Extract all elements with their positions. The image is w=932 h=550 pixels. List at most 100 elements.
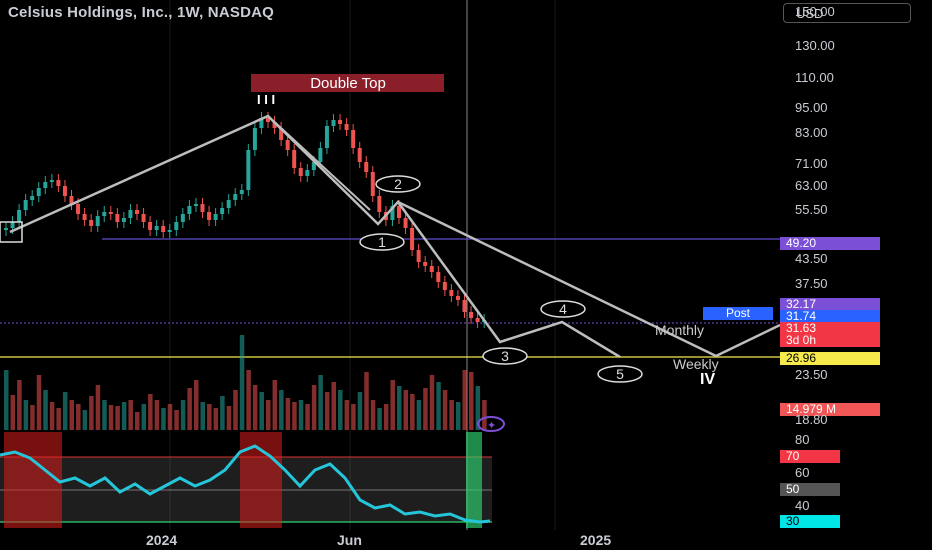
candle-body (30, 196, 35, 200)
volume-bar (462, 370, 467, 430)
wave-circle (375, 175, 421, 193)
candle-body (370, 172, 375, 196)
volume-bar (82, 410, 88, 430)
candle-body (141, 214, 146, 222)
candle-body (403, 218, 408, 228)
double-top-label-bg (251, 74, 444, 92)
volume-bar (429, 375, 435, 430)
candlesticks (4, 112, 487, 328)
oscillator-tick: 40 (795, 498, 810, 513)
candle-body (23, 200, 28, 210)
candle-body (174, 222, 179, 230)
candle-body (207, 212, 212, 220)
volume-bar (233, 390, 238, 430)
volume-bar (141, 404, 147, 430)
volume-bar (285, 398, 291, 430)
wave-circle (359, 233, 405, 251)
oscillator-tick: 70 (780, 450, 840, 463)
candle-body (43, 182, 48, 188)
candle-body (279, 128, 284, 140)
candle-body (239, 190, 244, 194)
volume-bar (56, 408, 61, 430)
price-tick: 150.00 (795, 4, 835, 19)
overbought-zone (240, 432, 282, 528)
candle-body (187, 206, 192, 214)
price-tick: 83.00 (795, 125, 828, 140)
double-top-leg (267, 115, 371, 211)
volume-bar (135, 412, 140, 430)
volume-bar (475, 386, 481, 430)
volume-bar (377, 408, 382, 430)
price-tick: 14.979 M (780, 403, 880, 416)
overbought-zone (4, 432, 62, 528)
volume-bar (351, 404, 356, 430)
volume-bar (30, 405, 35, 430)
candle-body (442, 282, 447, 290)
volume-bar (344, 400, 350, 430)
candle-body (449, 290, 454, 296)
price-tick: 130.00 (795, 38, 835, 53)
volume-bar (148, 394, 153, 430)
volume-bar (89, 396, 94, 430)
volume-bar (108, 405, 114, 430)
price-tick: 49.20 (780, 237, 880, 250)
wave-circle (597, 365, 643, 383)
candle-body (95, 216, 100, 226)
price-tick: 95.00 (795, 100, 828, 115)
candle-body (180, 214, 185, 222)
volume-bar (469, 372, 474, 430)
candle-body (17, 210, 22, 222)
candle-body (469, 312, 474, 318)
oscillator-tick: 50 (780, 483, 840, 496)
volume-bar (272, 380, 278, 430)
top-marker: I I I (257, 92, 275, 107)
volume-bar (390, 380, 395, 430)
volume-bar (161, 408, 166, 430)
double-top-label: Double Top (310, 75, 386, 92)
candle-body (148, 222, 153, 230)
candle-body (351, 130, 356, 148)
candle-body (76, 204, 81, 214)
candle-body (213, 214, 218, 220)
candle-body (429, 266, 434, 272)
volume-bar (43, 390, 48, 430)
volume-bar (292, 402, 297, 430)
currency-selector[interactable]: USD (783, 3, 911, 23)
volume-bar (279, 390, 284, 430)
volume-bar (298, 400, 304, 430)
candle-body (128, 210, 133, 218)
volume-bar (102, 400, 107, 430)
volume-bar (338, 390, 343, 430)
candle-body (161, 226, 166, 232)
volume-bar (95, 385, 101, 430)
volume-bar (324, 392, 330, 430)
candle-body (305, 170, 310, 176)
price-tick: 31.74 (780, 310, 880, 323)
volume-bar (49, 402, 55, 430)
candle-body (455, 296, 460, 300)
candle-body (462, 300, 467, 312)
price-tick: 55.50 (795, 202, 828, 217)
candle-body (266, 118, 270, 122)
volume-bar (220, 396, 225, 430)
candle-body (102, 212, 107, 216)
volume-bar (121, 402, 127, 430)
time-tick: Jun (337, 532, 362, 548)
volume-bar (226, 406, 232, 430)
volume-bar (318, 375, 323, 430)
volume-bar (364, 372, 369, 430)
candle-body (233, 194, 238, 200)
volume-bar (442, 390, 448, 430)
volume-bar (397, 386, 402, 430)
volume-bar (167, 404, 173, 430)
candle-body (135, 210, 139, 214)
candle-body (318, 148, 323, 162)
candle-body (298, 168, 303, 176)
price-tick: 71.00 (795, 156, 828, 171)
candle-body (338, 120, 343, 124)
volume-bar (331, 382, 336, 430)
elliott-wave-path (9, 114, 621, 359)
volume-bar (200, 402, 205, 430)
volume-bar (370, 400, 376, 430)
